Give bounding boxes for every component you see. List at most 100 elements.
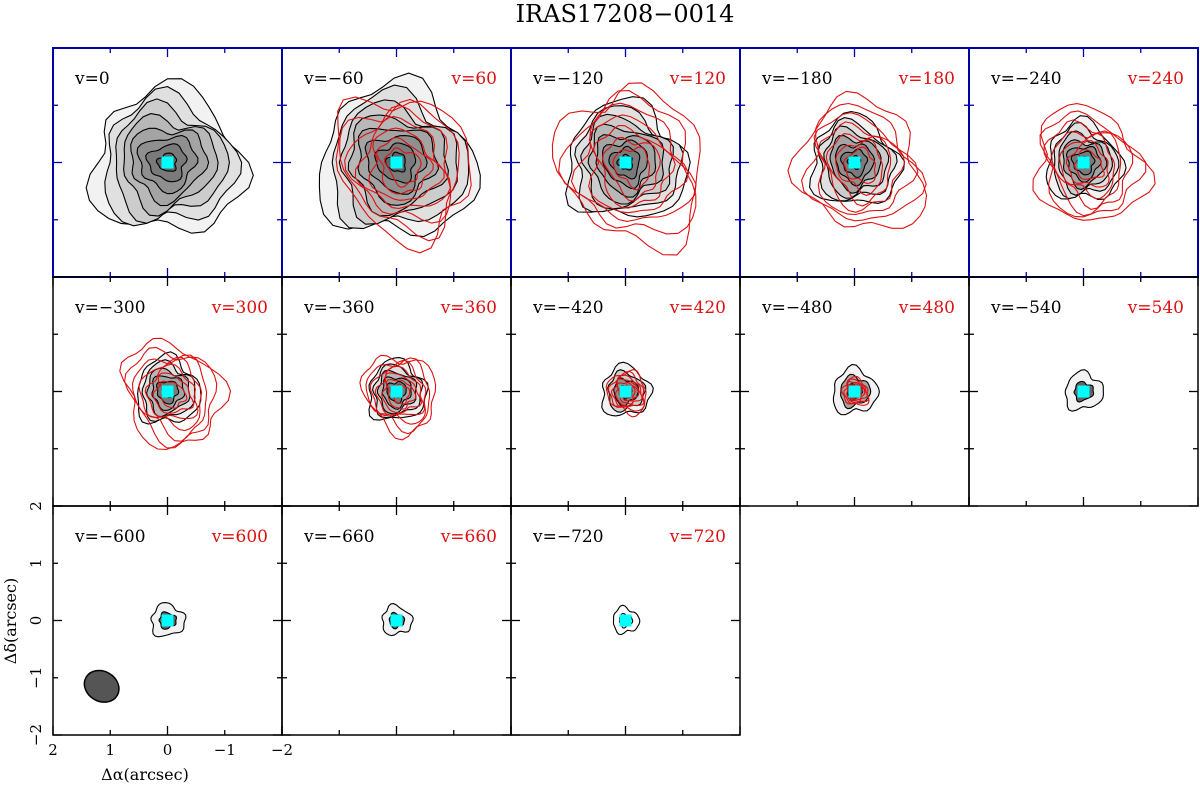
panel-contents [1032, 103, 1156, 221]
x-tick-label: 0 [163, 741, 173, 759]
x-axis-label: Δα(arcsec) [101, 765, 189, 784]
center-marker [161, 385, 174, 398]
blue-velocity-label: v=−180 [761, 69, 833, 89]
blue-velocity-label: v=−300 [74, 298, 146, 318]
red-velocity-label: v=120 [669, 69, 726, 89]
blue-velocity-label: v=−120 [532, 69, 604, 89]
channel-panel: v=−720 v=720 [510, 505, 741, 736]
y-tick-label: 2 [27, 501, 45, 511]
panel-contents [381, 603, 414, 637]
center-marker [848, 385, 861, 398]
channel-panel: v=−60 v=60 [281, 47, 512, 278]
x-tick-label: −2 [271, 741, 293, 759]
channel-panel: v=−540 v=540 [968, 276, 1199, 507]
red-contour [152, 372, 195, 414]
blue-contour [612, 604, 641, 636]
panel-contents [787, 90, 928, 229]
red-contour [787, 90, 928, 229]
panel-contents [359, 354, 437, 441]
blue-velocity-label: v=−240 [990, 69, 1062, 89]
red-contour [160, 380, 188, 409]
channel-panel: v=−480 v=480 [739, 276, 970, 507]
channel-panel: v=−600 v=600 [52, 505, 283, 736]
red-contour [368, 127, 445, 201]
blue-velocity-label: v=−360 [303, 298, 375, 318]
red-contour [138, 356, 203, 432]
x-tick-label: −1 [214, 741, 236, 759]
red-contour [835, 138, 884, 196]
beam-ellipse [83, 669, 120, 703]
center-marker [390, 156, 403, 169]
channel-panel: v=−360 v=360 [281, 276, 512, 507]
red-contour [384, 147, 422, 188]
panel-contents [612, 604, 641, 636]
red-contour [1039, 110, 1147, 218]
red-contour [1065, 140, 1110, 188]
red-contour [611, 374, 645, 408]
center-marker [390, 385, 403, 398]
blue-velocity-label: v=−480 [761, 298, 833, 318]
red-velocity-label: v=480 [898, 298, 955, 318]
panel-contents [85, 78, 254, 234]
red-contour [614, 378, 643, 407]
y-axis-label: Δδ(arcsec) [1, 578, 20, 664]
y-tick-label: −1 [27, 667, 45, 689]
red-contour [588, 114, 690, 214]
red-contour [843, 146, 876, 184]
red-contour [817, 121, 906, 213]
red-contour [381, 372, 423, 414]
red-contour [359, 354, 437, 441]
center-marker [390, 614, 403, 627]
red-contour [389, 383, 411, 405]
blue-velocity-label: v=−420 [532, 298, 604, 318]
panel-contents [119, 337, 232, 451]
red-contour [144, 363, 199, 420]
red-contour [825, 133, 892, 207]
blue-velocity-label: v=−660 [303, 527, 375, 547]
red-velocity-label: v=240 [1127, 69, 1184, 89]
channel-panel: v=−300 v=300 [52, 276, 283, 507]
y-tick-label: 0 [27, 616, 45, 626]
red-contour [344, 104, 452, 224]
panel-grid: v=0 v=−60 v=60 v=−120 v=120 v=−180 v=180 v=−240… [27, 47, 1199, 759]
red-contour [354, 115, 452, 210]
red-contour [551, 82, 701, 256]
figure-title: IRAS17208−0014 [516, 0, 735, 28]
blue-velocity-label: v=0 [74, 69, 110, 89]
red-velocity-label: v=360 [440, 298, 497, 318]
red-contour [374, 365, 426, 416]
channel-panel: v=−240 v=240 [968, 47, 1199, 278]
panel-contents [601, 361, 654, 418]
red-contour [1051, 130, 1122, 210]
panel-contents [832, 363, 880, 416]
red-velocity-label: v=420 [669, 298, 726, 318]
center-marker [619, 156, 632, 169]
center-marker [1077, 156, 1090, 169]
red-contour [119, 337, 232, 451]
red-contour [601, 137, 661, 202]
panel-contents [1064, 369, 1104, 412]
red-contour [369, 359, 427, 425]
red-velocity-label: v=540 [1127, 298, 1184, 318]
blue-velocity-label: v=−720 [532, 527, 604, 547]
red-contour [1043, 119, 1134, 217]
channel-panel: v=−120 v=120 [510, 47, 741, 278]
channel-panel: v=−180 v=180 [739, 47, 970, 278]
red-velocity-label: v=660 [440, 527, 497, 547]
channel-panel: v=−660 v=660 [281, 505, 512, 736]
panel-contents [150, 602, 187, 638]
red-contour [124, 346, 218, 449]
panel-contents [551, 82, 701, 256]
y-tick-label: 1 [27, 558, 45, 568]
x-tick-label: 1 [105, 741, 115, 759]
y-tick-label: −2 [27, 724, 45, 746]
red-contour [385, 378, 417, 410]
blue-velocity-label: v=−540 [990, 298, 1062, 318]
red-contour [335, 96, 472, 254]
red-contour [593, 124, 676, 209]
center-marker [161, 614, 174, 627]
panel-contents [318, 72, 481, 254]
red-velocity-label: v=600 [211, 527, 268, 547]
red-contour [843, 378, 870, 405]
red-contour [1032, 103, 1156, 221]
